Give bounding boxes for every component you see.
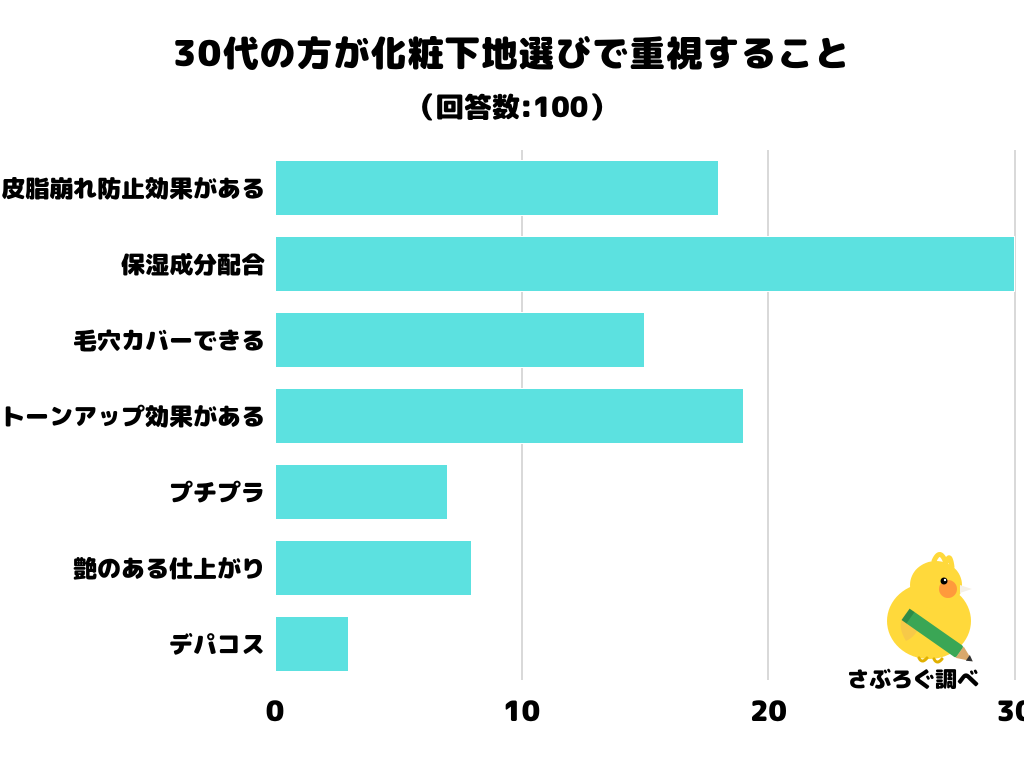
bar xyxy=(275,160,719,216)
y-axis-label: プチプラ xyxy=(0,464,265,520)
x-tick-label: 10 xyxy=(503,690,540,732)
y-axis-label: 艶のある仕上がり xyxy=(0,540,265,596)
bar xyxy=(275,540,472,596)
bar xyxy=(275,616,349,672)
x-tick-label: 30 xyxy=(997,690,1024,732)
x-tick-label: 20 xyxy=(750,690,787,732)
bar xyxy=(275,312,645,368)
bar xyxy=(275,388,744,444)
y-axis-label: トーンアップ効果がある xyxy=(0,388,265,444)
bar xyxy=(275,464,448,520)
y-axis-label: 皮脂崩れ防止効果がある xyxy=(0,160,265,216)
mascot-bird-icon xyxy=(864,543,994,673)
credit-text: さぶろぐ調べ xyxy=(847,663,979,696)
y-axis-label: デパコス xyxy=(0,616,265,672)
x-axis: 0102030 xyxy=(275,690,1015,730)
chart-subtitle: （回答数:100） xyxy=(0,86,1024,128)
chart-title: 30代の方が化粧下地選びで重視すること xyxy=(0,26,1024,80)
y-axis-label: 保湿成分配合 xyxy=(0,236,265,292)
x-tick-label: 0 xyxy=(266,690,284,732)
y-axis-label: 毛穴カバーできる xyxy=(0,312,265,368)
bar xyxy=(275,236,1015,292)
